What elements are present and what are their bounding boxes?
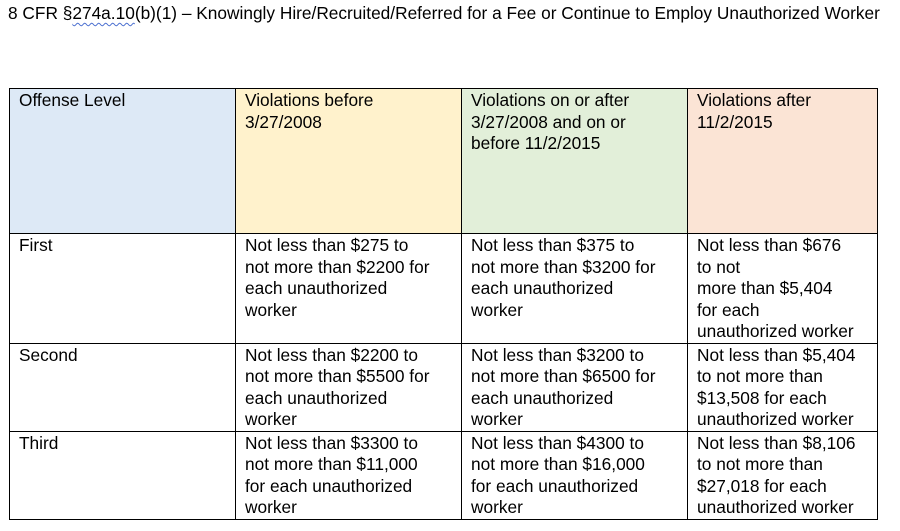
penalty-cell: Not less than $5,404 to not more than $1… [687, 342, 878, 432]
penalty-cell: Not less than $3300 to not more than $11… [235, 430, 462, 520]
offense-level-cell: First [9, 233, 236, 344]
spellcheck-flagged-text: 274a.10 [72, 3, 135, 23]
penalty-cell: Not less than $4300 to not more than $16… [461, 430, 688, 520]
document-title: 8 CFR §274a.10(b)(1) – Knowingly Hire/Re… [8, 3, 893, 24]
title-suffix: (b)(1) – Knowingly Hire/Recruited/Referr… [134, 3, 880, 23]
title-prefix: 8 CFR § [8, 3, 73, 23]
table-row: Third Not less than $3300 to not more th… [9, 430, 878, 520]
penalty-cell: Not less than $3200 to not more than $65… [461, 342, 688, 432]
header-2008-2015: Violations on or after 3/27/2008 and on … [461, 88, 688, 234]
penalty-cell: Not less than $2200 to not more than $55… [235, 342, 462, 432]
offense-level-cell: Third [9, 430, 236, 520]
penalty-table: Offense Level Violations before 3/27/200… [9, 88, 878, 520]
penalty-cell: Not less than $8,106 to not more than $2… [687, 430, 878, 520]
offense-level-cell: Second [9, 342, 236, 432]
header-before-2008: Violations before 3/27/2008 [235, 88, 462, 234]
table-row: Second Not less than $2200 to not more t… [9, 342, 878, 432]
header-after-2015: Violations after 11/2/2015 [687, 88, 878, 234]
penalty-cell: Not less than $275 to not more than $220… [235, 233, 462, 344]
table-row: First Not less than $275 to not more tha… [9, 233, 878, 344]
table-header-row: Offense Level Violations before 3/27/200… [9, 88, 878, 234]
penalty-cell: Not less than $676 to not more than $5,4… [687, 233, 878, 344]
penalty-cell: Not less than $375 to not more than $320… [461, 233, 688, 344]
header-offense-level: Offense Level [9, 88, 236, 234]
